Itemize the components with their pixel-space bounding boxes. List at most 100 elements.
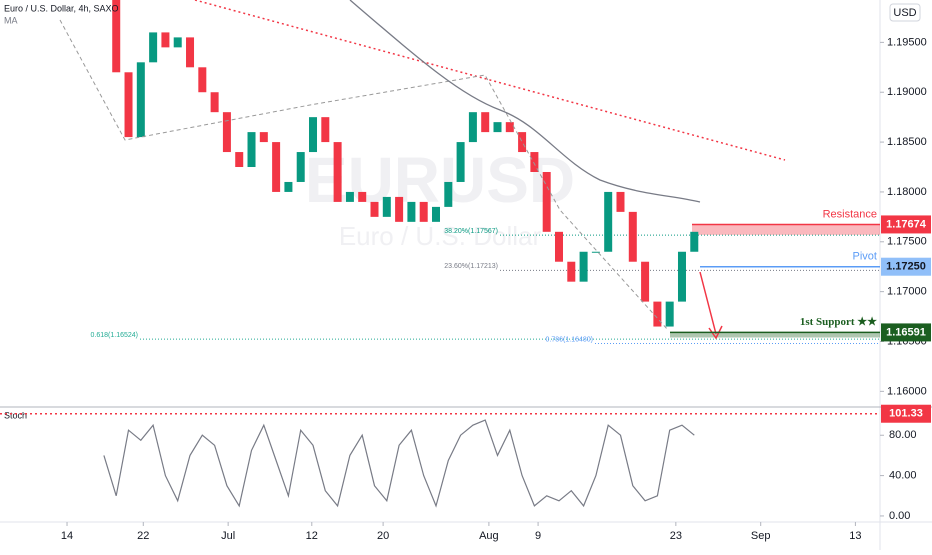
y-tick-label: 1.17000 — [887, 286, 927, 298]
pattern-line — [59, 19, 669, 331]
x-tick-label: 12 — [306, 530, 318, 542]
candle — [296, 152, 305, 182]
candle — [235, 152, 244, 168]
candle — [382, 196, 391, 217]
stoch-label: Stoch — [4, 410, 27, 420]
watermark: EURUSD — [305, 144, 575, 216]
price-tag-label: 1.16591 — [886, 326, 926, 338]
y-tick-label: 1.19000 — [887, 86, 927, 98]
candle — [505, 122, 514, 133]
fib-label: 23.60%(1.17213) — [444, 263, 498, 270]
candle — [395, 196, 404, 222]
y-tick-label: 1.18500 — [887, 136, 927, 148]
candle — [567, 261, 576, 282]
candle — [481, 112, 490, 133]
candle — [554, 231, 563, 262]
currency: USD — [893, 7, 916, 19]
stoch-tick-label: 0.00 — [889, 510, 910, 522]
stoch-tick-label: 80.00 — [889, 429, 917, 441]
candle — [259, 132, 268, 143]
candle — [309, 117, 318, 153]
x-tick-label: 23 — [670, 530, 682, 542]
candle — [419, 201, 428, 222]
stoch-tick-label: 40.00 — [889, 470, 917, 482]
candle — [677, 251, 686, 302]
x-tick-label: Sep — [751, 530, 771, 542]
x-tick-label: Aug — [479, 530, 499, 542]
candle — [247, 132, 256, 168]
candle — [690, 231, 699, 252]
candle — [530, 152, 539, 172]
x-tick-label: 22 — [137, 530, 149, 542]
watermark-sub: Euro / U.S. Dollar — [339, 221, 542, 251]
x-tick-label: 14 — [61, 530, 73, 542]
y-tick-label: 1.19500 — [887, 36, 927, 48]
chart-title: Euro / U.S. Dollar, 4h, SAXO — [4, 3, 119, 13]
candle — [456, 142, 465, 182]
candle — [284, 181, 293, 192]
trendline — [194, 0, 786, 161]
candle — [136, 62, 145, 138]
x-tick-label: 13 — [849, 530, 861, 542]
candle — [198, 67, 207, 93]
candle — [407, 201, 416, 222]
candle — [444, 181, 453, 207]
candle — [432, 206, 441, 222]
candle — [591, 251, 600, 253]
price-tag — [881, 323, 931, 342]
y-tick-label: 1.17500 — [887, 236, 927, 248]
candle — [272, 142, 281, 192]
candle — [641, 261, 650, 302]
price-tag-label: 1.17674 — [886, 218, 927, 230]
price-tag — [881, 215, 931, 234]
fib-label: 0.618(1.16524) — [91, 332, 138, 339]
fib-label: 38.20%(1.17567) — [444, 228, 498, 235]
candle — [653, 301, 662, 327]
candle — [186, 37, 195, 68]
candle — [468, 112, 477, 143]
y-tick-label: 1.18000 — [887, 186, 927, 198]
price-tag-label: 1.17250 — [886, 261, 926, 273]
candle — [173, 37, 182, 48]
candle — [345, 191, 354, 202]
level-name: 1st Support ★★ — [800, 316, 877, 328]
candle — [358, 191, 367, 202]
price-tag — [881, 257, 931, 276]
candle — [124, 72, 133, 138]
level-zone — [692, 224, 880, 235]
indicator-label: MA — [4, 15, 18, 25]
candle — [665, 301, 674, 327]
candle — [518, 132, 527, 153]
x-tick-label: 9 — [535, 530, 541, 542]
candle — [112, 0, 121, 73]
moving-average — [349, 0, 701, 203]
candle — [370, 201, 379, 217]
candle — [149, 32, 158, 63]
candle — [161, 32, 170, 48]
level-name: Pivot — [853, 251, 877, 263]
candle — [210, 92, 219, 113]
candle — [604, 191, 613, 252]
candle — [628, 211, 637, 262]
level-zone — [670, 332, 880, 338]
stoch-line — [103, 419, 695, 508]
arrow — [699, 271, 723, 340]
candle — [579, 251, 588, 282]
candle — [333, 142, 342, 202]
candle — [542, 171, 551, 232]
candle — [222, 112, 231, 153]
fib-label: 0.786(1.16480) — [546, 336, 593, 343]
x-tick-label: Jul — [221, 530, 235, 542]
stoch-level-label: 101.33 — [889, 408, 923, 420]
level-name: Resistance — [823, 208, 877, 220]
x-tick-label: 20 — [377, 530, 389, 542]
candle — [616, 191, 625, 212]
plot: 38.20%(1.17567) 23.60%(1.17213) 0.618(1.16… — [91, 0, 880, 344]
currency-box — [889, 3, 921, 22]
candle — [493, 122, 502, 133]
candle — [321, 117, 330, 143]
stoch-level-tag — [881, 404, 931, 423]
y-tick-label: 1.16000 — [887, 385, 927, 397]
